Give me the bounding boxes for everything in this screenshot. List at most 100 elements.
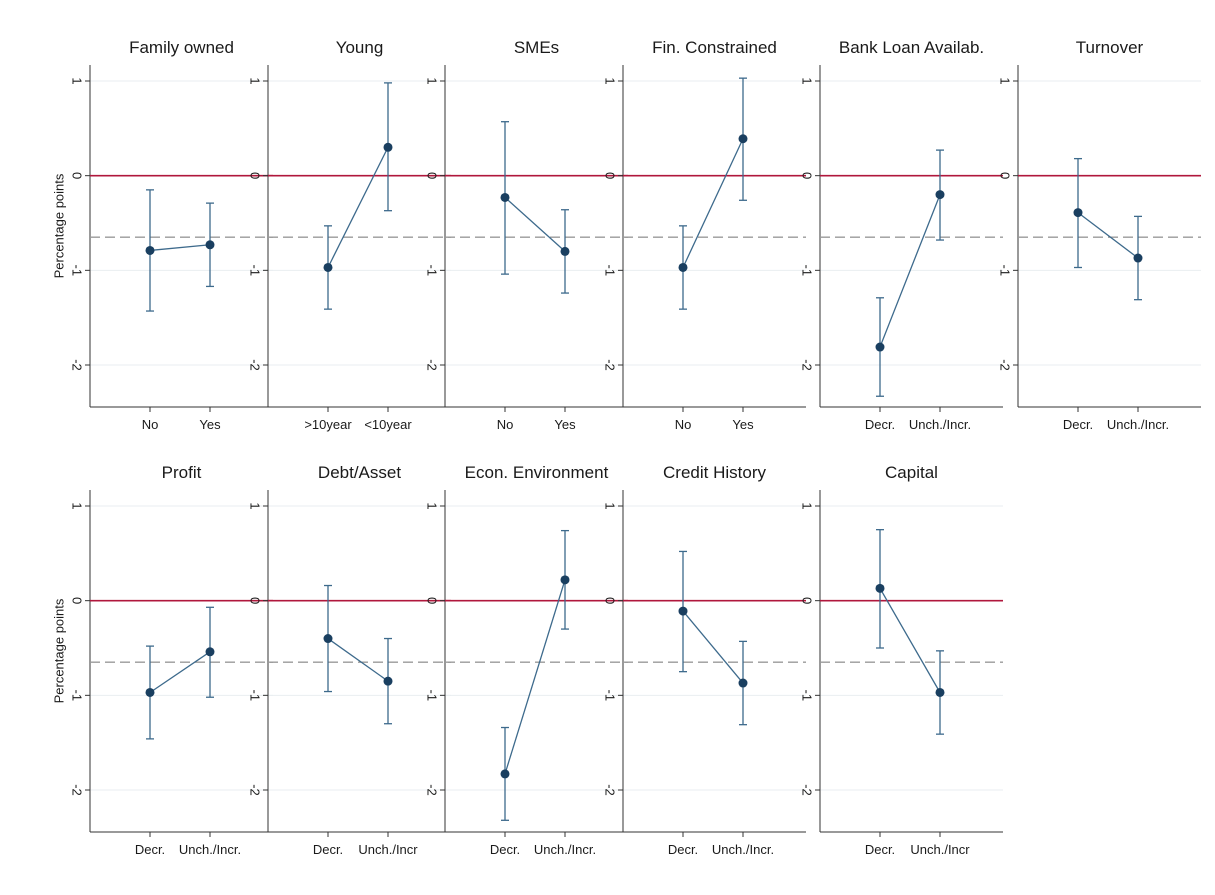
estimate-connector [504,579,566,775]
y-tick-label: -1 [998,265,1013,277]
estimate-point [145,687,155,697]
panel-title: SMEs [514,38,559,57]
x-tick-label: Decr. [1063,417,1093,432]
y-tick-label: 1 [603,77,618,84]
y-tick-label: 1 [248,77,263,84]
estimate-point [678,262,688,272]
estimate-connector [327,638,389,682]
y-tick-label: 0 [70,597,85,604]
y-tick-label: 0 [603,172,618,179]
y-tick-label: -2 [603,359,618,371]
panel-title: Bank Loan Availab. [839,38,984,57]
y-tick-label: -2 [248,784,263,796]
estimate-connector [682,138,744,268]
y-tick-label: -1 [70,265,85,277]
x-tick-label: Unch./Incr. [179,842,241,857]
x-tick-label: Unch./Incr. [534,842,596,857]
y-tick-label: -2 [603,784,618,796]
y-tick-label: -2 [425,359,440,371]
estimate-connector [149,651,211,694]
y-tick-label: 1 [800,502,815,509]
panel-2: Young 1 0 -1 -2 >10year <10year [248,38,451,432]
x-tick-label: Decr. [865,417,895,432]
y-tick-label: -2 [70,359,85,371]
x-tick-label: Decr. [135,842,165,857]
estimate-connector [504,196,566,252]
y-tick-label: 0 [248,172,263,179]
y-tick-label: 1 [70,77,85,84]
y-tick-label: 0 [603,597,618,604]
estimate-point [875,583,885,593]
y-tick-label: 1 [800,77,815,84]
x-tick-label: Unch./Incr. [712,842,774,857]
y-tick-label: -2 [248,359,263,371]
y-tick-label: -2 [425,784,440,796]
y-tick-label: -1 [603,690,618,702]
estimate-point [383,142,393,152]
panel-title: Credit History [663,463,766,482]
panel-title: Profit [162,463,202,482]
x-tick-label: Decr. [668,842,698,857]
x-tick-label: Unch./Incr. [909,417,971,432]
panel-title: Fin. Constrained [652,38,777,57]
estimate-point [1133,253,1143,263]
panel-10: Credit History 1 0 -1 -2 Decr. Unch./Incr. [603,463,806,857]
estimate-point [205,647,215,657]
y-tick-label: -2 [800,784,815,796]
y-tick-label: 0 [248,597,263,604]
estimate-point [145,245,155,255]
estimate-point [205,240,215,250]
y-tick-label: 1 [425,77,440,84]
panel-1: Family owned 1 0 -1 -2 Percentage points No Yes [51,38,273,432]
y-tick-label: 0 [800,597,815,604]
x-tick-label: <10year [364,417,412,432]
panel-11: Capital 1 0 -1 -2 Decr. Unch./Incr [800,463,1003,857]
x-tick-label: Decr. [865,842,895,857]
estimate-point [738,134,748,144]
y-tick-label: -1 [248,265,263,277]
y-tick-label: -2 [70,784,85,796]
estimate-point [500,192,510,202]
y-tick-label: 1 [425,502,440,509]
panel-title: Young [336,38,384,57]
panel-9: Econ. Environment 1 0 -1 -2 Decr. Unch./Incr. [425,463,628,857]
y-tick-label: -1 [800,265,815,277]
x-tick-label: Decr. [490,842,520,857]
x-tick-label: Unch./Incr [910,842,970,857]
x-tick-label: Unch./Incr. [1107,417,1169,432]
y-axis-title: Percentage points [51,598,66,703]
y-tick-label: 0 [70,172,85,179]
y-tick-label: -2 [800,359,815,371]
y-tick-label: 1 [248,502,263,509]
y-tick-label: -1 [800,690,815,702]
estimate-point [383,676,393,686]
estimate-point [323,634,333,644]
estimate-connector [327,146,389,268]
estimate-point [738,678,748,688]
estimate-point [678,606,688,616]
x-tick-label: No [675,417,692,432]
x-tick-label: Unch./Incr [358,842,418,857]
estimate-point [875,342,885,352]
x-tick-label: No [497,417,514,432]
y-tick-label: 1 [603,502,618,509]
y-tick-label: 1 [998,77,1013,84]
estimate-point [560,246,570,256]
x-tick-label: Yes [732,417,754,432]
estimate-connector [149,244,211,252]
estimate-point [935,687,945,697]
x-tick-label: No [142,417,159,432]
panel-7: Profit 1 0 -1 -2 Percentage points Decr. Unch./… [51,463,273,857]
y-tick-label: -1 [603,265,618,277]
estimate-point [1073,208,1083,218]
y-tick-label: -1 [248,690,263,702]
panel-title: Debt/Asset [318,463,401,482]
y-tick-label: 0 [425,597,440,604]
estimate-point [935,190,945,200]
y-tick-label: -1 [70,690,85,702]
x-tick-label: Decr. [313,842,343,857]
y-tick-label: -1 [425,690,440,702]
x-tick-label: Yes [199,417,221,432]
panel-6: Turnover 1 0 -1 -2 Decr. Unch./Incr. [998,38,1201,432]
